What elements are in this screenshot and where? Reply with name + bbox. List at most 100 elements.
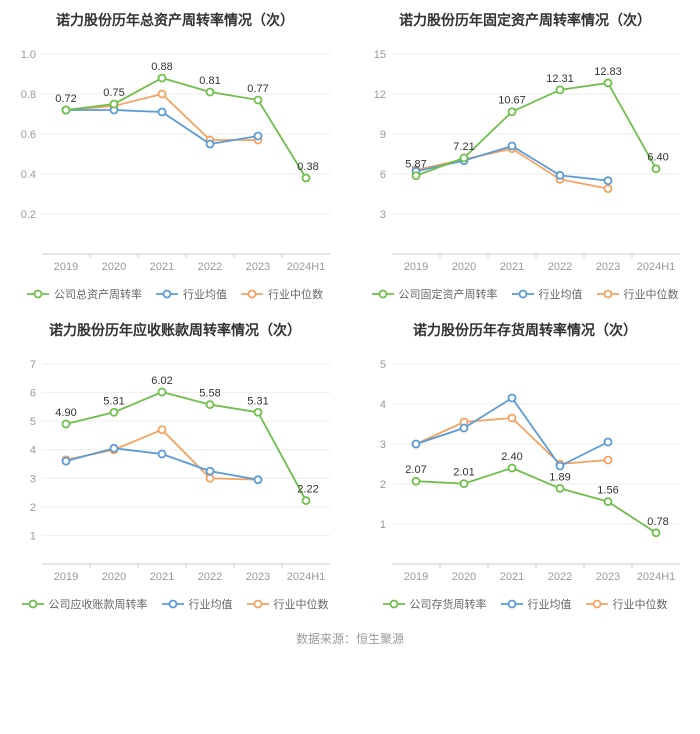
chart-title: 诺力股份历年存货周转率情况（次）	[358, 320, 692, 340]
y-tick-label: 9	[380, 129, 386, 141]
legend-item: 行业中位数	[597, 286, 679, 302]
legend-marker-icon	[372, 288, 394, 300]
legend-label: 公司应收账款周转率	[49, 596, 148, 612]
x-tick-label: 2019	[404, 571, 428, 583]
chart-cell: 诺力股份历年应收账款周转率情况（次）1234567201920202021202…	[0, 310, 350, 620]
legend-item: 公司应收账款周转率	[22, 596, 148, 612]
chart-svg: 12345201920202021202220232024H12.072.012…	[358, 350, 692, 590]
data-label: 6.02	[151, 375, 172, 387]
series-marker-company	[413, 172, 420, 179]
legend-item: 公司存货周转率	[383, 596, 487, 612]
chart-svg: 3691215201920202021202220232024H15.877.2…	[358, 40, 692, 280]
legend-label: 公司存货周转率	[410, 596, 487, 612]
series-line-industry_median	[416, 149, 608, 189]
y-tick-label: 4	[380, 399, 386, 411]
data-label: 1.56	[597, 485, 618, 497]
series-line-company	[416, 468, 656, 533]
x-tick-label: 2023	[246, 261, 270, 273]
data-label: 5.58	[199, 388, 220, 400]
y-tick-label: 0.8	[21, 89, 36, 101]
x-tick-label: 2021	[500, 571, 524, 583]
legend-label: 行业均值	[189, 596, 233, 612]
legend-label: 公司固定资产周转率	[399, 286, 498, 302]
y-tick-label: 0.4	[21, 169, 36, 181]
x-tick-label: 2020	[102, 261, 126, 273]
chart-svg: 1234567201920202021202220232024H14.905.3…	[8, 350, 342, 590]
series-marker-company	[509, 108, 516, 115]
legend-marker-icon	[156, 288, 178, 300]
x-tick-label: 2019	[54, 261, 78, 273]
series-marker-industry_avg	[111, 445, 118, 452]
data-label: 5.87	[405, 159, 426, 171]
x-tick-label: 2023	[596, 261, 620, 273]
data-label: 0.38	[297, 161, 318, 173]
series-marker-industry_median	[605, 185, 612, 192]
legend-label: 行业均值	[183, 286, 227, 302]
legend-marker-icon	[27, 288, 49, 300]
y-tick-label: 0.6	[21, 129, 36, 141]
legend-item: 公司总资产周转率	[27, 286, 142, 302]
chart-area: 12345201920202021202220232024H12.072.012…	[358, 350, 692, 590]
series-marker-industry_avg	[159, 109, 166, 116]
legend-label: 行业中位数	[274, 596, 329, 612]
legend-item: 行业均值	[162, 596, 233, 612]
series-marker-industry_avg	[605, 439, 612, 446]
data-label: 12.83	[594, 66, 622, 78]
y-tick-label: 4	[30, 445, 36, 457]
series-marker-company	[207, 401, 214, 408]
series-marker-industry_avg	[207, 141, 214, 148]
legend-label: 行业均值	[528, 596, 572, 612]
chart-svg: 0.20.40.60.81.0201920202021202220232024H…	[8, 40, 342, 280]
series-marker-industry_avg	[159, 451, 166, 458]
series-marker-industry_median	[159, 426, 166, 433]
data-label: 0.75	[103, 87, 124, 99]
x-tick-label: 2024H1	[287, 261, 326, 273]
y-tick-label: 1	[30, 530, 36, 542]
series-marker-industry_avg	[63, 458, 70, 465]
y-tick-label: 1	[380, 519, 386, 531]
series-marker-industry_avg	[255, 476, 262, 483]
x-tick-label: 2023	[596, 571, 620, 583]
series-marker-industry_avg	[557, 172, 564, 179]
series-marker-company	[653, 529, 660, 536]
series-marker-company	[111, 409, 118, 416]
y-tick-label: 2	[380, 479, 386, 491]
chart-title: 诺力股份历年总资产周转率情况（次）	[8, 10, 342, 30]
y-tick-label: 3	[30, 473, 36, 485]
chart-legend: 公司固定资产周转率行业均值行业中位数	[358, 286, 692, 302]
series-marker-industry_median	[509, 415, 516, 422]
data-label: 2.40	[501, 451, 522, 463]
series-marker-company	[207, 89, 214, 96]
series-marker-company	[111, 101, 118, 108]
data-label: 2.07	[405, 464, 426, 476]
series-marker-company	[605, 79, 612, 86]
legend-marker-icon	[512, 288, 534, 300]
chart-area: 3691215201920202021202220232024H15.877.2…	[358, 40, 692, 280]
series-marker-company	[557, 86, 564, 93]
data-label: 12.31	[546, 73, 574, 85]
series-line-company	[416, 83, 656, 176]
legend-item: 行业均值	[501, 596, 572, 612]
y-tick-label: 15	[374, 49, 386, 61]
x-tick-label: 2024H1	[287, 571, 326, 583]
y-tick-label: 6	[30, 388, 36, 400]
series-marker-industry_avg	[605, 177, 612, 184]
x-tick-label: 2020	[452, 261, 476, 273]
legend-item: 公司固定资产周转率	[372, 286, 498, 302]
x-tick-label: 2022	[548, 261, 572, 273]
series-marker-company	[159, 389, 166, 396]
x-tick-label: 2021	[150, 571, 174, 583]
legend-label: 行业中位数	[624, 286, 679, 302]
chart-cell: 诺力股份历年存货周转率情况（次）123452019202020212022202…	[350, 310, 700, 620]
series-marker-industry_avg	[461, 425, 468, 432]
series-marker-industry_avg	[557, 463, 564, 470]
legend-label: 行业中位数	[268, 286, 323, 302]
legend-marker-icon	[597, 288, 619, 300]
x-tick-label: 2021	[150, 261, 174, 273]
chart-cell: 诺力股份历年固定资产周转率情况（次）3691215201920202021202…	[350, 0, 700, 310]
series-marker-company	[303, 497, 310, 504]
series-marker-industry_avg	[413, 441, 420, 448]
x-tick-label: 2022	[548, 571, 572, 583]
data-label: 2.01	[453, 467, 474, 479]
series-marker-company	[557, 485, 564, 492]
